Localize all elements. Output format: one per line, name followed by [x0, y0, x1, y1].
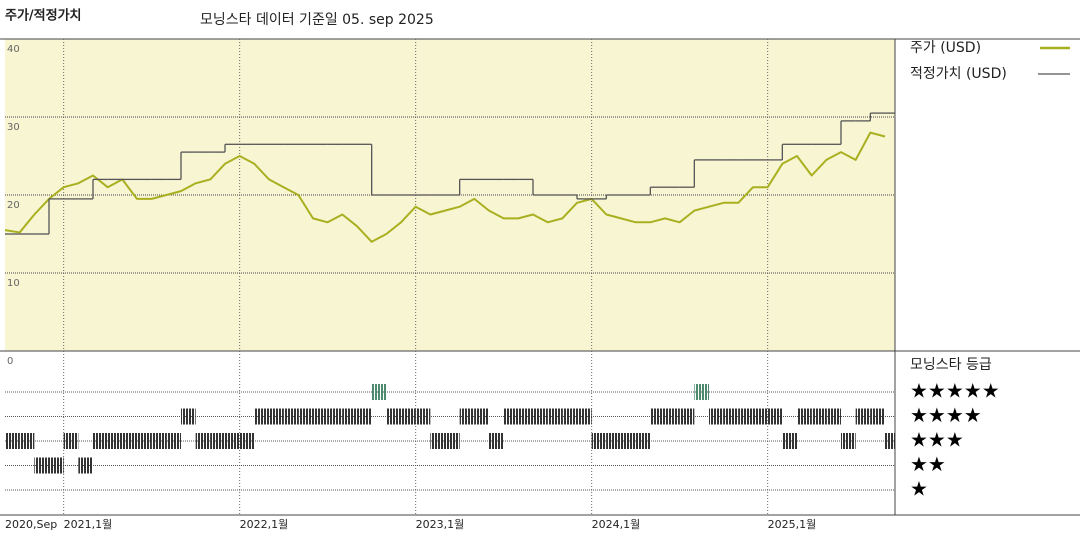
rating-bar — [518, 408, 533, 425]
rating-bar — [78, 457, 93, 474]
y-tick-label: 10 — [7, 278, 20, 289]
rating-bar — [327, 408, 343, 425]
rating-bar — [826, 408, 841, 425]
rating-bar — [122, 433, 137, 449]
x-tick-label: 2025,1월 — [768, 518, 817, 531]
price-line — [4, 131, 886, 243]
rating-bar — [489, 433, 504, 449]
rating-bar — [679, 408, 695, 425]
rating-bar — [547, 408, 563, 425]
rating-bar — [591, 433, 607, 449]
rating-bar — [225, 433, 240, 449]
rating-bar — [5, 433, 20, 449]
rating-bar — [885, 433, 895, 449]
rating-title: 모닝스타 등급 — [910, 357, 992, 373]
y-tick-label: 30 — [7, 122, 20, 133]
rating-bar — [357, 408, 372, 425]
rating-bar — [753, 408, 768, 425]
rating-label: ★★★★★ — [910, 379, 1000, 403]
rating-bar — [313, 408, 328, 425]
rating-bar — [767, 408, 783, 425]
x-tick-label: 2022,1월 — [240, 518, 289, 531]
rating-label: ★★★★ — [910, 403, 982, 427]
rating-bar — [166, 433, 181, 449]
chart-subtitle: 모닝스타 데이터 기준일 05. sep 2025 — [200, 12, 434, 28]
rating-bar — [562, 408, 577, 425]
rating-bar — [415, 408, 431, 425]
rating-bar — [606, 433, 621, 449]
rating-bar — [210, 433, 225, 449]
rating-bar — [694, 384, 709, 400]
rating-bar — [93, 433, 108, 449]
rating-bar — [782, 433, 797, 449]
x-tick-label: 2021,1월 — [64, 518, 113, 531]
rating-bar — [855, 408, 871, 425]
chart-title: 주가/적정가치 — [5, 8, 82, 24]
x-tick-label: 2024,1월 — [592, 518, 641, 531]
y-tick-label: 20 — [7, 200, 20, 211]
rating-bar — [533, 408, 548, 425]
rating-bar — [19, 433, 35, 449]
rating-bar — [635, 433, 651, 449]
rating-bar — [63, 433, 79, 449]
rating-bar — [797, 408, 812, 425]
rating-bar — [577, 408, 592, 425]
y-tick-label: 0 — [7, 356, 13, 367]
x-tick-label: 2020,Sep — [5, 518, 57, 531]
rating-bar — [371, 384, 387, 400]
rating-label: ★★ — [910, 452, 946, 476]
rating-bar — [870, 408, 885, 425]
rating-bar — [430, 433, 445, 449]
rating-bar — [650, 408, 665, 425]
rating-bar — [34, 457, 49, 474]
rating-bar — [195, 433, 211, 449]
rating-bar — [137, 433, 152, 449]
rating-bar — [503, 408, 519, 425]
rating-bar — [723, 408, 739, 425]
rating-bar — [342, 408, 357, 425]
rating-bar — [298, 408, 313, 425]
rating-label: ★★★ — [910, 428, 964, 452]
x-tick-label: 2023,1월 — [416, 518, 465, 531]
rating-bar — [621, 433, 636, 449]
y-tick-label: 40 — [7, 44, 20, 55]
rating-bar — [445, 433, 460, 449]
legend-label: 적정가치 (USD) — [910, 66, 1007, 82]
rating-bar — [401, 408, 416, 425]
legend-label: 주가 (USD) — [910, 40, 981, 56]
rating-bar — [107, 433, 123, 449]
rating-bar — [459, 408, 475, 425]
rating-bar — [181, 408, 196, 425]
rating-bar — [254, 408, 269, 425]
rating-bar — [841, 433, 856, 449]
rating-bar — [665, 408, 680, 425]
rating-bar — [738, 408, 753, 425]
rating-bar — [811, 408, 827, 425]
rating-bar — [709, 408, 724, 425]
rating-bar — [151, 433, 167, 449]
rating-bar — [49, 457, 64, 474]
rating-bar — [474, 408, 489, 425]
rating-bar — [283, 408, 299, 425]
rating-bar — [269, 408, 284, 425]
rating-bar — [239, 433, 255, 449]
rating-label: ★ — [910, 477, 928, 501]
rating-bar — [386, 408, 401, 425]
